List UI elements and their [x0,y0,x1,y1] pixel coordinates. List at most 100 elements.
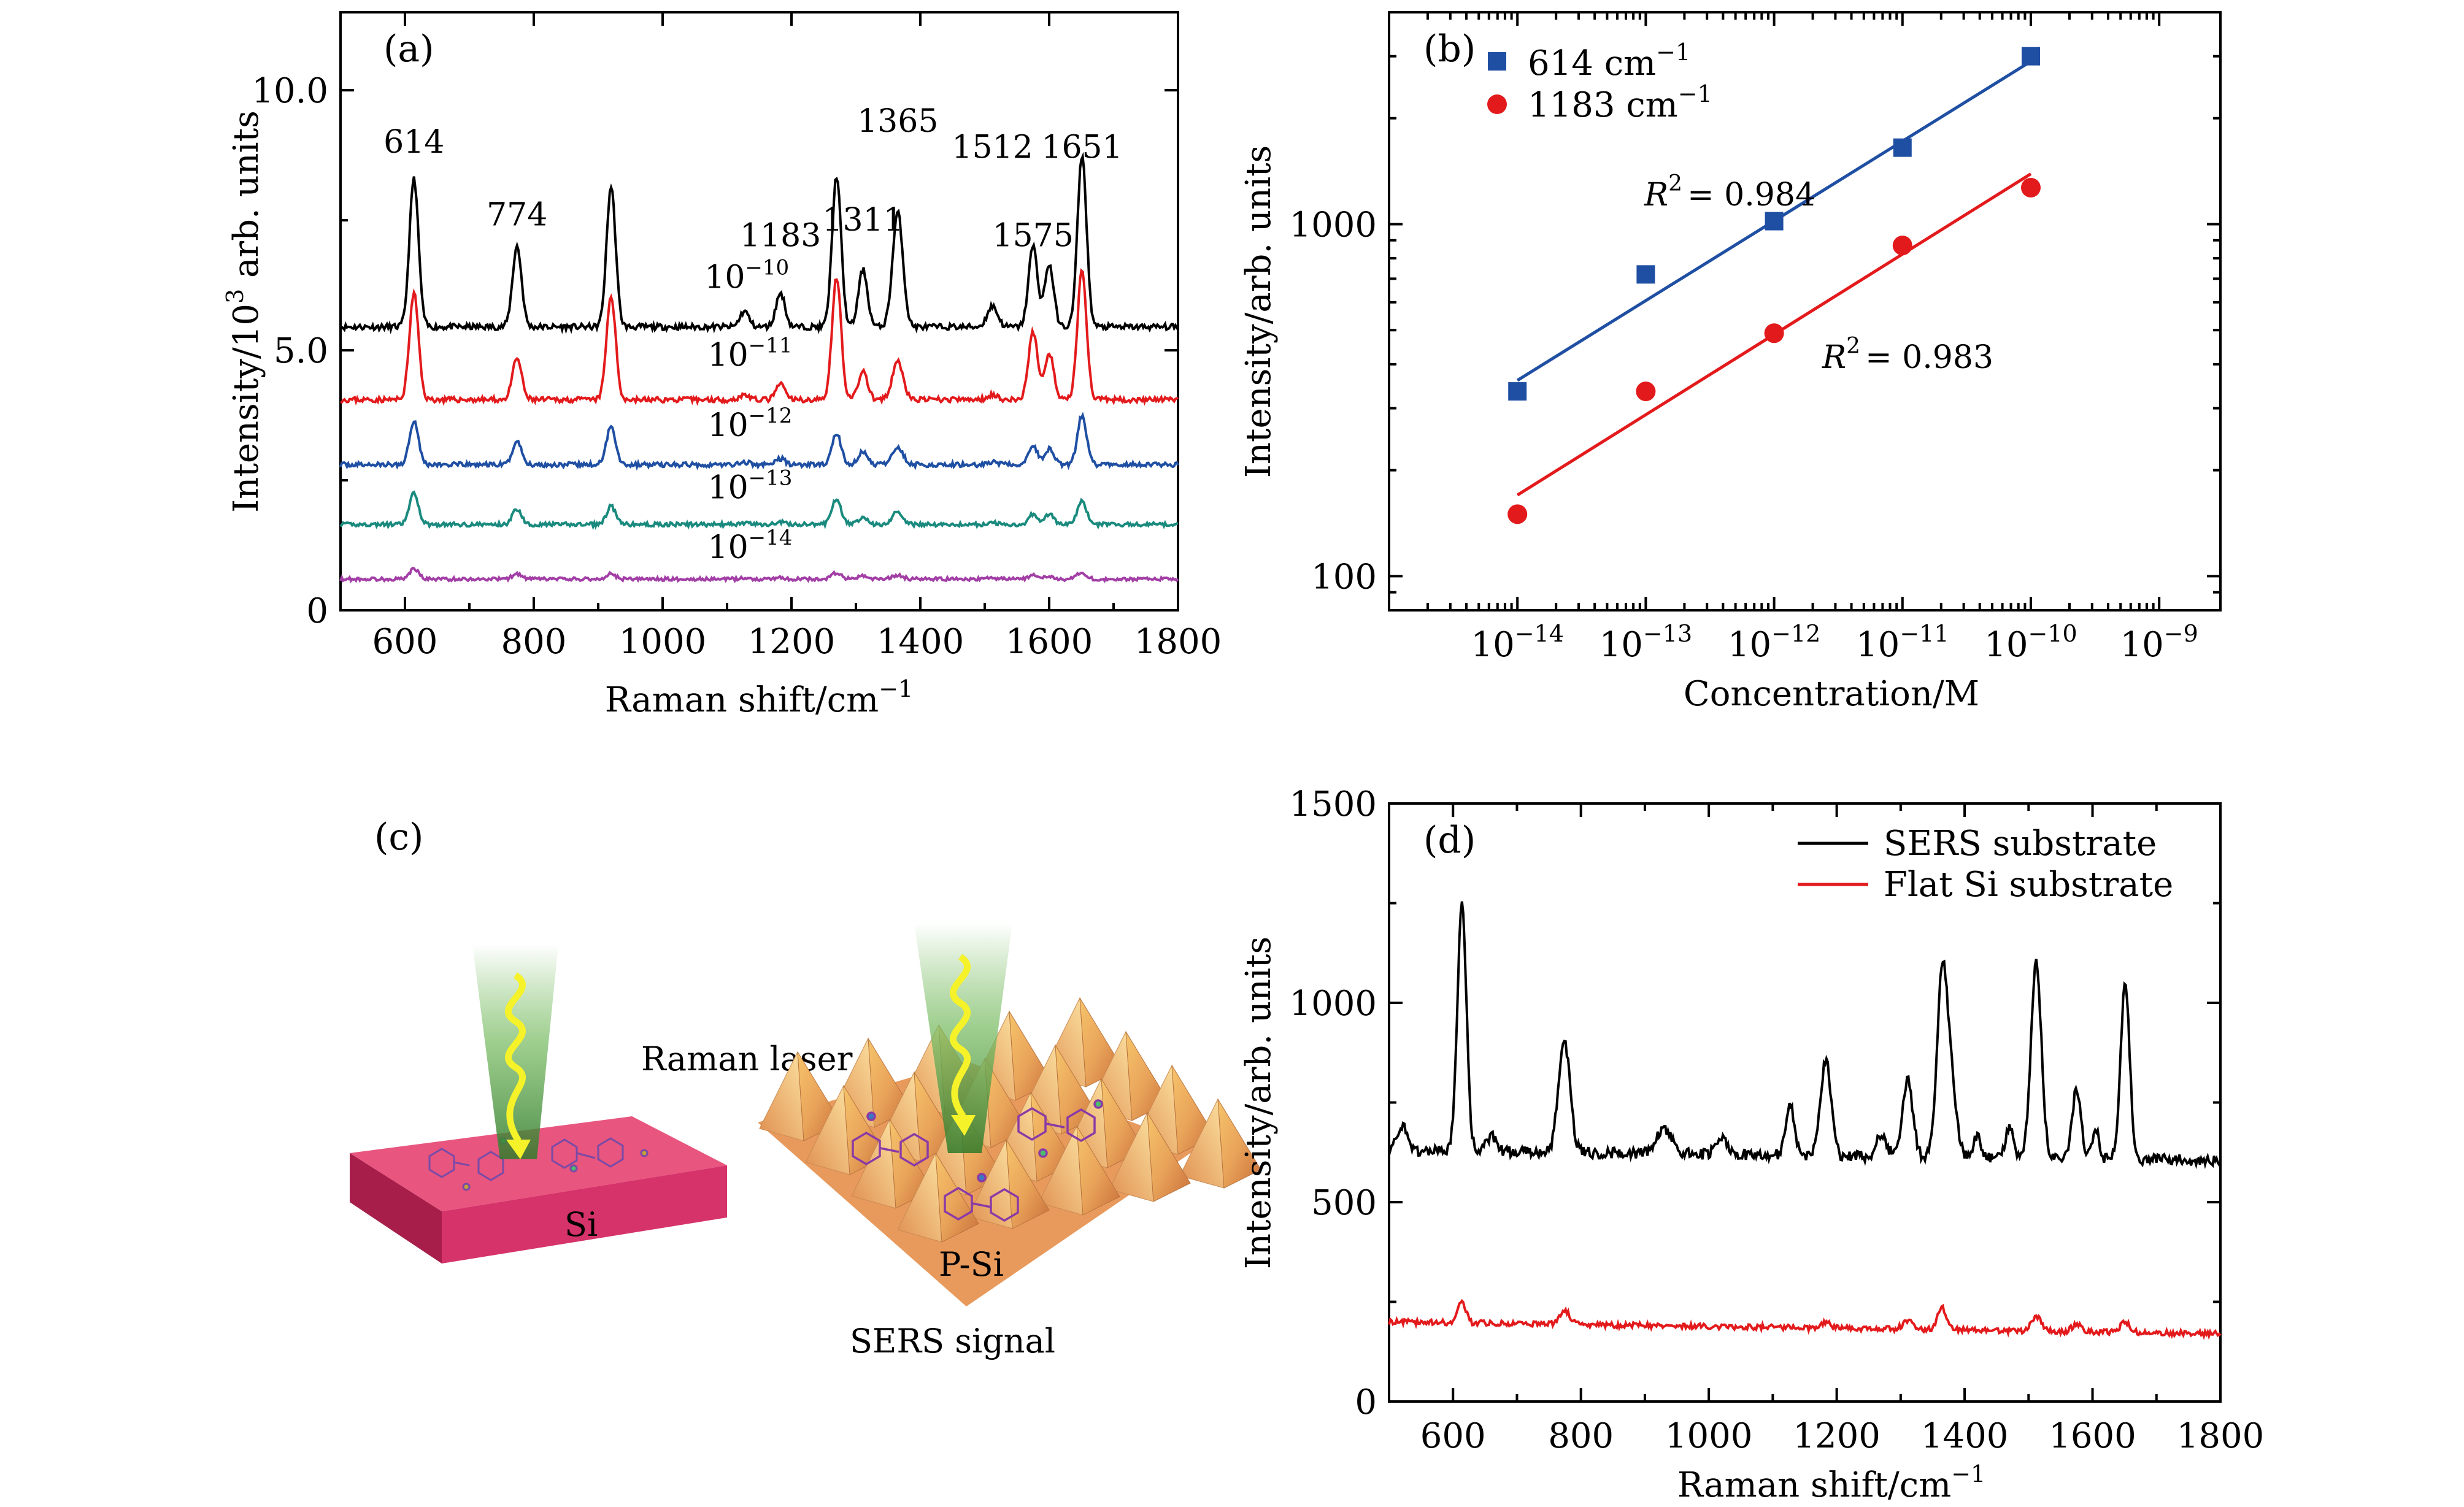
panel-b-frame [1388,11,2222,612]
panel-a-spectrum-line [339,567,1179,584]
si-slab-top [350,1116,727,1211]
panel-a-peak-label: 1651 [1041,129,1122,166]
panel-d-x-tick-label: 1400 [1921,1416,2009,1456]
panel-a-concentration-label: 10−10 [704,255,789,296]
panel-b-y-tick-label: 1000 [1289,205,1377,245]
panel-d-series-group [1388,901,2222,1341]
panel-d-x-tick-label: 600 [1420,1416,1486,1456]
panel-a-x-tick-label: 1600 [1006,622,1093,662]
panel-b-x-tick-label: 10−14 [1471,620,1563,665]
panel-a-concentration-label: 10−11 [708,334,793,374]
panel-d-ylabel: Intensity/arb. units [1239,937,1279,1269]
pyramid-face-right [1076,1125,1120,1216]
panel-b-ticks: 10−14 10−13 10−12 10−11 10−10 10−9 100 1000 [1289,12,2220,665]
panel-a-xlabel: Raman shift/cm−1 [605,675,914,720]
panel-a-annotations: 10−10 10−11 10−12 10−13 10−14 614 774 1183 1311 1… [383,103,1123,566]
psi-laser-beam [914,923,1012,1153]
panel-b-square-point [1765,212,1784,231]
panel-a-raman-spectra: 600 800 1000 1200 1400 1600 1800 0 5.0 10.0 10−10… [221,11,1222,720]
panel-b-circle-point [1892,236,1912,256]
panel-b-square-point [1893,138,1912,157]
panel-a-peak-label: 1365 [857,103,938,140]
panel-b-square-point [1636,265,1655,284]
panel-a-peak-label: 774 [487,197,547,234]
panel-d-ticks: 600 800 1000 1200 1400 1600 1800 0 500 1000 1500 [1289,784,2264,1456]
si-molecules [428,1137,649,1191]
si-laser-wave-icon [505,972,526,1143]
panel-d-spectrum-line [1388,1298,2222,1341]
panel-b-legend: 614 cm−1 1183 cm−1 [1487,39,1712,125]
panel-d-y-tick-label: 500 [1311,1183,1377,1223]
panel-d-y-tick-label: 1500 [1289,784,1377,824]
si-slab-left [350,1153,442,1264]
legend-sers-label: SERS substrate [1884,824,2157,864]
panel-a-spectrum-line [339,490,1179,531]
panel-a-label: (a) [383,28,434,71]
legend-614-marker [1488,52,1506,71]
panel-d-y-tick-label: 1000 [1289,984,1377,1024]
panel-b-square-point [1508,382,1527,401]
panel-a-series-group [339,151,1179,584]
psi-molecules [852,1099,1103,1222]
raman-laser-label: Raman laser [641,1040,853,1078]
panel-b-circle-point [1636,382,1656,402]
panel-a-peak-label: 614 [383,124,444,161]
panel-a-concentration-label: 10−13 [708,466,793,507]
panel-b-circle-point [1507,504,1528,524]
panel-d-legend: SERS substrate Flat Si substrate [1798,824,2173,905]
panel-a-ticks: 600 800 1000 1200 1400 1600 1800 0 5.0 10.0 [252,12,1222,662]
panel-a-spectrum-line [340,268,1179,407]
panel-c-label: (c) [374,816,423,859]
panel-b-ylabel: Intensity/arb. units [1239,145,1279,478]
si-arrowhead-icon [506,1140,531,1159]
r2-1183-annotation: R2 = 0.983 [1822,334,1993,376]
legend-1183-label: 1183 cm−1 [1528,80,1712,125]
panel-a-peak-label: 1575 [993,218,1074,255]
panel-a-x-tick-label: 1200 [748,622,836,662]
si-label: Si [564,1205,598,1244]
panel-a-y-tick-label: 5.0 [274,331,328,371]
panel-b-concentration-plot: 10−14 10−13 10−12 10−11 10−10 10−9 100 1000 (b)… [1239,11,2222,714]
panel-d-label: (d) [1423,819,1476,862]
panel-a-peak-label: 1311 [822,202,903,239]
panel-b-x-tick-label: 10−9 [2120,620,2198,665]
panel-b-label: (b) [1423,28,1476,71]
si-laser-beam [472,945,558,1159]
panel-d-x-tick-label: 1200 [1793,1416,1881,1456]
legend-1183-marker [1487,94,1507,114]
panel-b-x-tick-label: 10−13 [1600,620,1692,665]
panel-a-frame [339,11,1179,612]
pyramid-si-substrate [758,997,1261,1306]
pyramid-face-right [1147,1112,1191,1202]
panel-a-x-tick-label: 600 [372,622,438,662]
panel-a-peak-label: 1183 [740,218,821,255]
panel-a-spectrum-line [339,412,1179,471]
panel-a-y-tick-label: 10.0 [252,71,328,111]
panel-d-spectrum-line [1388,901,2222,1170]
legend-614-label: 614 cm−1 [1528,39,1690,83]
panel-b-x-tick-label: 10−10 [1984,620,2077,665]
panel-b-x-tick-label: 10−12 [1728,620,1820,665]
panel-b-y-tick-label: 100 [1311,557,1377,597]
panel-a-spectrum-line [339,151,1179,335]
panel-b-circle-point [1764,323,1784,343]
panel-d-y-tick-label: 0 [1355,1382,1377,1422]
panel-d-substrate-comparison: 600 800 1000 1200 1400 1600 1800 0 500 1000 1500 (… [1239,784,2264,1505]
panel-a-y-tick-label: 0 [306,591,328,631]
flat-si-slab [350,1116,727,1264]
panel-d-x-tick-label: 1600 [2049,1416,2136,1456]
psi-label: P-Si [939,1245,1004,1284]
pyramid-array [759,997,1261,1243]
panel-a-concentration-label: 10−14 [708,526,793,566]
psi-arrowhead-icon [951,1115,976,1136]
panel-a-x-tick-label: 800 [501,622,567,662]
panel-b-x-tick-label: 10−11 [1856,620,1949,665]
panel-a-x-tick-label: 1000 [619,622,707,662]
legend-flat-si-label: Flat Si substrate [1884,865,2173,905]
panel-b-xlabel: Concentration/M [1684,674,1979,714]
panel-c-sers-diagram: (c) Si Raman laser [350,816,1261,1360]
panel-b-series-group [1507,47,2041,524]
panel-d-xlabel: Raman shift/cm−1 [1677,1460,1986,1505]
si-slab-front [442,1165,727,1264]
